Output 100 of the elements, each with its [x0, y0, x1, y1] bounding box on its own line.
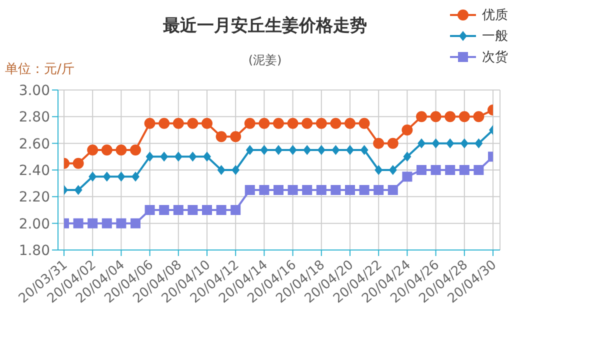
point	[116, 144, 127, 156]
chart-title: 最近一月安丘生姜价格走势	[162, 14, 368, 37]
point	[188, 205, 198, 215]
point	[317, 145, 326, 155]
point	[144, 118, 156, 129]
point	[444, 111, 456, 122]
point	[332, 145, 340, 155]
point	[458, 111, 470, 122]
y-tick-label: 2.40	[18, 162, 50, 179]
point	[188, 152, 197, 162]
point	[402, 172, 412, 182]
point	[88, 218, 98, 228]
point	[202, 118, 212, 129]
point	[316, 185, 326, 195]
point	[144, 205, 155, 215]
point	[216, 205, 226, 215]
y-tick-label: 2.60	[18, 136, 50, 152]
point	[274, 185, 284, 195]
point	[174, 152, 182, 162]
point	[459, 165, 470, 175]
y-axis-title: 单位：元/斤	[5, 61, 74, 78]
point	[102, 218, 112, 228]
point	[130, 144, 141, 156]
point	[72, 158, 84, 169]
point	[374, 165, 383, 175]
point	[160, 152, 168, 162]
point	[330, 185, 341, 195]
legend-label: 优质	[482, 7, 508, 24]
point	[316, 118, 327, 129]
point	[259, 185, 270, 195]
point	[102, 172, 111, 182]
point	[446, 138, 454, 148]
point	[358, 118, 370, 129]
point	[232, 165, 240, 175]
point	[388, 165, 397, 175]
point	[202, 205, 212, 215]
point	[302, 118, 313, 129]
point	[359, 185, 370, 195]
point	[117, 172, 126, 182]
point	[302, 185, 312, 195]
point	[230, 205, 241, 215]
y-tick-label: 1.80	[18, 242, 50, 259]
point	[288, 145, 297, 155]
point	[474, 165, 484, 175]
point	[388, 185, 398, 195]
point	[345, 185, 355, 195]
point	[274, 145, 282, 155]
chart-subtitle: (泥姜)	[247, 52, 283, 69]
point	[258, 118, 270, 129]
point	[445, 165, 456, 175]
point	[330, 118, 342, 129]
point	[418, 138, 426, 148]
point	[430, 165, 441, 175]
point	[116, 218, 126, 228]
point	[288, 185, 298, 195]
point	[74, 185, 82, 195]
point	[246, 145, 254, 155]
y-tick-label: 2.80	[18, 110, 50, 126]
point	[303, 145, 312, 155]
point	[87, 144, 98, 156]
point	[460, 138, 468, 148]
point	[402, 124, 413, 136]
point	[146, 152, 154, 162]
point	[159, 205, 170, 215]
point	[158, 118, 170, 129]
point	[73, 218, 84, 228]
point	[173, 205, 184, 215]
point	[230, 131, 242, 142]
legend-label: 一般	[482, 28, 508, 45]
point	[473, 111, 484, 122]
point	[373, 138, 384, 149]
point	[217, 165, 226, 175]
point	[88, 172, 97, 182]
point	[216, 131, 227, 142]
point	[101, 144, 112, 156]
point	[244, 118, 256, 129]
point	[287, 118, 298, 129]
point	[130, 218, 140, 228]
y-tick-label: 2.20	[18, 190, 50, 206]
point	[346, 145, 354, 155]
point	[203, 152, 211, 162]
point	[344, 118, 356, 129]
point	[474, 138, 483, 148]
y-tick-label: 3.00	[18, 82, 50, 99]
legend-label: 次货	[482, 49, 508, 66]
point	[244, 185, 255, 195]
y-tick-label: 2.00	[18, 216, 50, 232]
point	[430, 111, 442, 122]
point	[187, 118, 198, 129]
point	[273, 118, 284, 129]
point	[172, 118, 184, 129]
point	[416, 165, 426, 175]
point	[432, 138, 440, 148]
point	[374, 185, 384, 195]
point	[132, 172, 140, 182]
point	[416, 111, 427, 122]
point	[387, 138, 398, 149]
point	[403, 152, 412, 162]
point	[360, 145, 368, 155]
point	[260, 145, 268, 155]
